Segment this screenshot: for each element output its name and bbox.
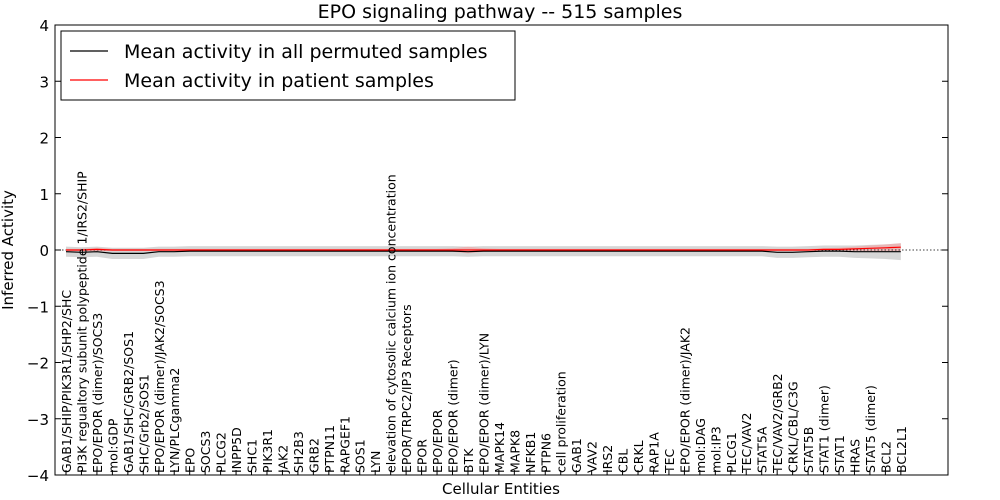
x-tick-label: CRKL/CBL/C3G	[786, 381, 801, 473]
x-tick-label: TEC	[662, 448, 677, 474]
series-lines	[55, 246, 948, 254]
chart-title: EPO signaling pathway -- 515 samples	[318, 1, 683, 23]
series-line-patient	[66, 246, 901, 251]
x-tick-label: CRKL	[631, 440, 646, 473]
legend: Mean activity in all permuted samples Me…	[60, 30, 516, 101]
x-tick-label: EPO/EPOR	[430, 409, 445, 473]
x-tick-label: cell proliferation	[554, 371, 569, 473]
x-tick-label: mol:GDP	[105, 418, 120, 473]
x-tick-label: LYN	[368, 451, 383, 473]
x-tick-label: SOCS3	[198, 431, 213, 473]
x-tick-label: STAT1	[832, 435, 847, 473]
y-tick-label: −3	[27, 411, 49, 429]
x-tick-label: PIK3R1	[260, 429, 275, 473]
x-tick-label: MAPK8	[507, 430, 522, 473]
y-tick-label: 3	[39, 73, 49, 91]
x-tick-label: STAT5 (dimer)	[863, 385, 878, 473]
x-tick-label: SHC1	[245, 439, 260, 473]
x-tick-label: EPO/EPOR (dimer)/SOCS3	[90, 313, 105, 473]
y-tick-label: 0	[39, 242, 49, 260]
x-tick-label: BCL2L1	[894, 426, 909, 473]
x-tick-label: NFKB1	[523, 432, 538, 473]
x-axis-label: Cellular Entities	[442, 480, 560, 498]
x-tick-label: BCL2	[878, 441, 893, 473]
x-tick-label: PLCG1	[724, 432, 739, 473]
x-tick-label: BTK	[461, 448, 476, 473]
x-tick-label: LYN/PLCgamma2	[167, 368, 182, 473]
x-tick-label: IRS2	[600, 445, 615, 473]
x-tick-label: PTPN6	[538, 433, 553, 473]
y-tick-label: −4	[27, 467, 49, 485]
series-line-permuted	[65, 250, 901, 254]
legend-label-patient: Mean activity in patient samples	[124, 70, 434, 92]
x-tick-label: INPP5D	[229, 427, 244, 473]
legend-box	[60, 30, 516, 101]
x-tick-label: GAB1/SHIP/PIK3R1/SHP2/SHC	[59, 290, 74, 473]
x-tick-label: mol:DAG	[693, 418, 708, 473]
x-tick-label: STAT1 (dimer)	[817, 385, 832, 473]
legend-label-permuted: Mean activity in all permuted samples	[124, 41, 487, 63]
x-tick-label: EPO/EPOR (dimer)/LYN	[476, 333, 491, 473]
y-tick-label: −2	[27, 355, 49, 373]
x-tick-label: HRAS	[848, 439, 863, 473]
y-tick-label: 1	[39, 186, 49, 204]
x-tick-label: GAB1/SHC/GRB2/SOS1	[121, 331, 136, 473]
x-tick-label: RAP1A	[647, 432, 662, 473]
x-tick-label: elevation of cytosolic calcium ion conce…	[384, 174, 399, 473]
x-tick-label: CBL	[616, 449, 631, 473]
x-tick-label: GAB1	[569, 438, 584, 473]
x-tick-label: PTPN11	[322, 425, 337, 473]
y-tick-label: −1	[27, 298, 49, 316]
x-tick-label: EPOR/TRPC2/IP3 Receptors	[399, 304, 414, 473]
x-tick-label: MAPK14	[492, 422, 507, 473]
x-tick-label: EPO/EPOR (dimer)	[446, 359, 461, 473]
y-axis-label: Inferred Activity	[0, 190, 17, 310]
x-tick-label: VAV2	[585, 441, 600, 473]
x-tick-label: EPO/EPOR (dimer)/JAK2	[677, 327, 692, 473]
y-tick-label: 2	[39, 130, 49, 148]
x-tick-label: EPOR	[415, 439, 430, 473]
x-tick-label: SH2B3	[291, 431, 306, 473]
x-tick-label: SHC/Grb2/SOS1	[136, 374, 151, 473]
x-tick-label: RAPGEF1	[337, 416, 352, 473]
x-tick-label: TEC/VAV2	[739, 413, 754, 474]
x-tick-label: EPO/EPOR (dimer)/JAK2/SOCS3	[152, 280, 167, 473]
x-tick-label: PLCG2	[214, 432, 229, 473]
x-tick-label: GRB2	[306, 438, 321, 473]
x-tick-label: TEC/VAV2/GRB2	[770, 373, 785, 474]
x-tick-label: mol:IP3	[708, 426, 723, 473]
x-tick-label: SOS1	[353, 439, 368, 473]
x-tick-label: PI3K regualtory subunit polypeptide 1/IR…	[75, 171, 90, 473]
x-tick-label: STAT5A	[755, 426, 770, 473]
x-tick-label: EPO	[183, 448, 198, 473]
y-tick-label: 4	[39, 17, 49, 35]
y-axis: −4 −3 −2 −1 0 1 2 3 4	[27, 17, 948, 485]
x-tick-label: STAT5B	[801, 427, 816, 473]
x-axis: GAB1/SHIP/PIK3R1/SHP2/SHC PI3K regualtory…	[59, 171, 909, 475]
x-tick-label: JAK2	[275, 445, 290, 474]
